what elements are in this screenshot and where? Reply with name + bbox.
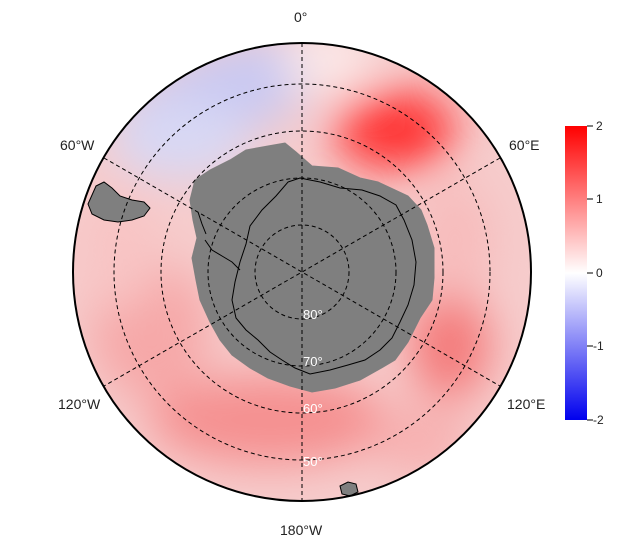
graticule (103, 43, 501, 501)
lat-circle-60 (160, 130, 444, 414)
south-america-tip (87, 181, 151, 223)
antarctic-peninsula (197, 211, 241, 271)
lon-label-0: 0° (294, 9, 308, 25)
lon-label-180w: 180°W (280, 522, 323, 538)
lon-label-60w: 60°W (60, 137, 95, 153)
new-zealand-island (339, 481, 359, 497)
antarctica-landmass (189, 142, 435, 393)
meridian-60w-120e (103, 157, 501, 387)
meridian-60e-120w (103, 157, 501, 387)
lon-label-120e: 120°E (507, 396, 546, 412)
colorbar (565, 125, 593, 421)
colorbar-tick-neg2: -2 (593, 413, 604, 427)
lat-label-70: 70° (303, 354, 323, 369)
colorbar-gradient (565, 126, 587, 420)
colorbar-tick-neg1: -1 (593, 339, 604, 353)
colorbar-tick-1: 1 (596, 192, 603, 206)
anomaly-field (73, 43, 531, 501)
lat-label-50: 50° (303, 454, 323, 469)
lat-label-80: 80° (303, 307, 323, 322)
colorbar-tick-2: 2 (596, 119, 603, 133)
lon-label-60e: 60°E (509, 137, 540, 153)
lat-label-60: 60° (303, 401, 323, 416)
lon-label-120w: 120°W (58, 396, 101, 412)
colorbar-tick-0: 0 (596, 266, 603, 280)
map-boundary (72, 42, 532, 502)
